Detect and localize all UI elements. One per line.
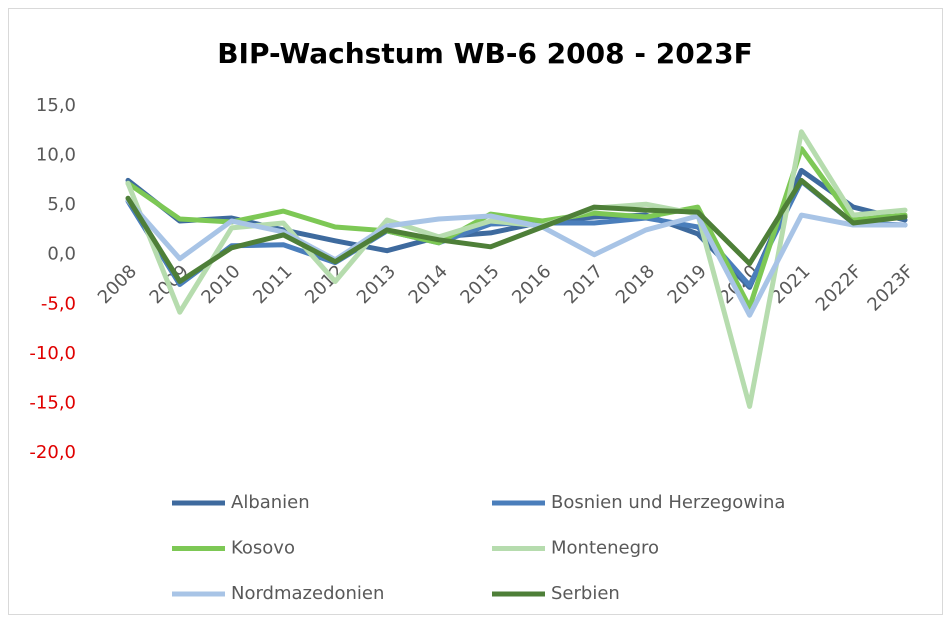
y-tick-label: -15,0 — [29, 392, 76, 413]
y-tick-label: 0,0 — [47, 244, 76, 265]
legend-label: Bosnien und Herzegowina — [551, 492, 785, 513]
series-line — [125, 146, 908, 310]
y-tick-label: -5,0 — [41, 293, 76, 314]
legend-label: Albanien — [231, 492, 310, 513]
legend-label: Kosovo — [231, 538, 295, 559]
legend-label: Montenegro — [551, 538, 659, 559]
legend-label: Nordmazedonien — [231, 583, 384, 604]
series-line — [125, 197, 908, 318]
y-tick-label: 10,0 — [36, 145, 76, 166]
y-tick-label: 5,0 — [47, 194, 76, 215]
chart-title: BIP-Wachstum WB-6 2008 - 2023F — [217, 37, 753, 70]
y-tick-label: 15,0 — [36, 95, 76, 116]
chart-frame — [8, 8, 943, 615]
y-tick-label: -20,0 — [29, 442, 76, 463]
legend-label: Serbien — [551, 583, 620, 604]
y-tick-label: -10,0 — [29, 343, 76, 364]
series-line — [125, 177, 908, 284]
